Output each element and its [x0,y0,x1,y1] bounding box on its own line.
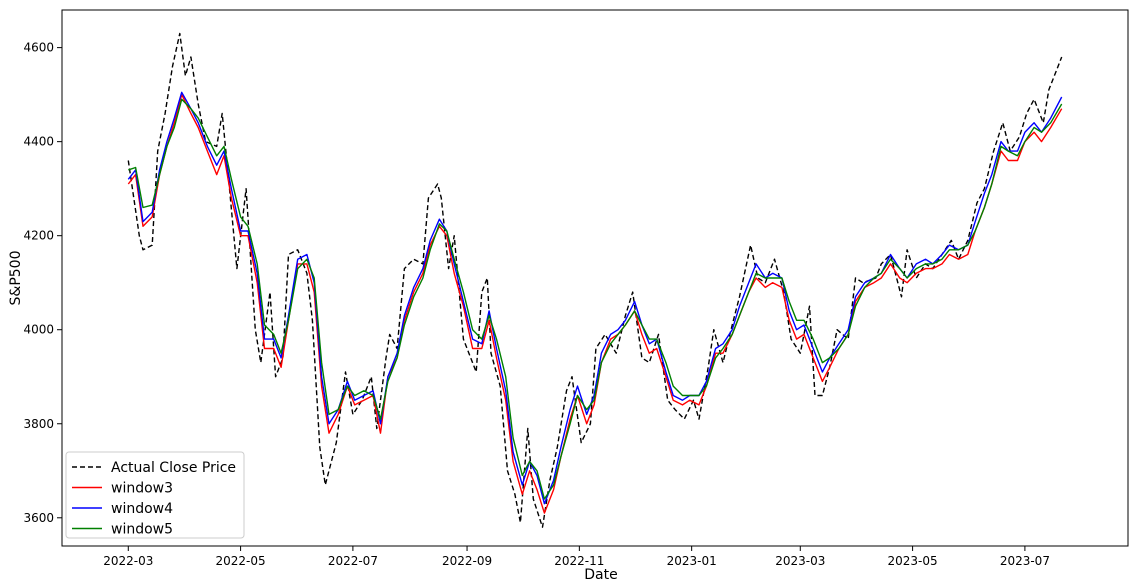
x-axis: 2022-03 2022-05 2022-07 2022-09 2022-11 2023-… [103,546,1050,568]
y-tick-label: 4000 [23,323,54,337]
legend-label: Actual Close Price [111,460,236,476]
x-tick-label: 2023-05 [888,554,938,568]
x-tick-label: 2022-09 [442,554,492,568]
x-axis-title: Date [584,567,617,579]
y-axis-title: S&P500 [8,251,24,306]
x-tick-label: 2023-01 [667,554,717,568]
y-tick-label: 4200 [23,229,54,243]
y-tick-label: 3600 [23,511,54,525]
x-tick-label: 2023-07 [1000,554,1050,568]
legend-label: window5 [111,522,173,538]
y-tick-label: 3800 [23,417,54,431]
y-tick-label: 4600 [23,41,54,55]
y-tick-label: 4400 [23,135,54,149]
legend-label: window4 [111,501,173,517]
x-tick-label: 2022-11 [554,554,604,568]
x-tick-label: 2022-05 [216,554,266,568]
legend-label: window3 [111,481,173,497]
legend: Actual Close Price window3 window4 window5 [66,452,244,538]
x-tick-label: 2022-07 [328,554,378,568]
y-axis: 3600 3800 4000 4200 4400 4600 [23,41,62,525]
x-tick-label: 2023-03 [775,554,825,568]
x-tick-label: 2022-03 [103,554,153,568]
